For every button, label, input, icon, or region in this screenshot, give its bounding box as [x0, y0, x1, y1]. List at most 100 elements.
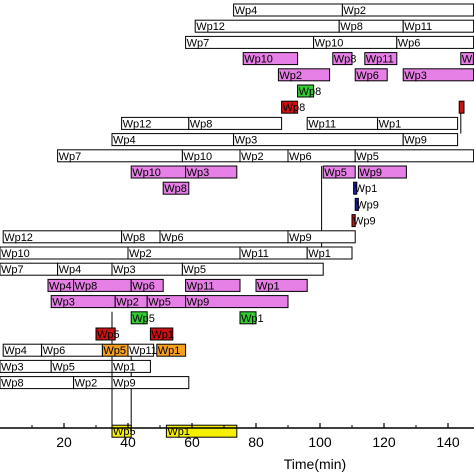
task-bar-label: Wp9: [187, 297, 210, 309]
task-bar-wp7-25: Wp7: [57, 149, 183, 163]
task-bar-rect: [458, 100, 465, 114]
task-bar-label: Wp12: [4, 232, 33, 244]
task-bar-wp3-14: Wp3: [402, 68, 474, 82]
task-bar-rect: [322, 165, 356, 179]
task-bar-wp6-52: Wp6: [130, 278, 164, 292]
task-bar-wp4-22: Wp4: [111, 133, 235, 147]
task-bar-label: Wp8: [299, 86, 322, 98]
task-bar-wp2-56: Wp2: [114, 295, 148, 309]
task-bar-wp2-27: Wp2: [239, 149, 289, 163]
task-bar-wp11-20: Wp11: [306, 116, 379, 130]
task-bar-label: Wp11: [366, 54, 394, 66]
task-bar-wp9-33: Wp9: [357, 165, 407, 179]
task-bar-label: Wp11: [241, 248, 269, 260]
task-bar-label: Wp11: [404, 21, 432, 33]
task-bar-wp11-44: Wp11: [239, 246, 308, 260]
task-bar-label: Wp1: [113, 361, 136, 373]
task-bar-label: Wp3: [404, 70, 427, 82]
task-bar-label: Wp3: [1, 361, 24, 373]
task-bar-label: Wp3: [52, 297, 75, 309]
task-bar-label: Wp5: [52, 361, 75, 373]
task-bar-wp8-19: Wp8: [188, 116, 283, 130]
task-bar-wp5-69: Wp5: [50, 359, 113, 373]
task-bar-label: Wp2: [75, 378, 98, 390]
task-bar-rect: [149, 327, 174, 341]
task-bar-wp8-9: Wp8: [332, 52, 357, 66]
task-bar-rect: [181, 262, 324, 276]
task-bar-label: Wp4: [113, 135, 136, 147]
task-bar-label: Wp4: [49, 280, 72, 292]
task-bar-label: Wp2: [241, 151, 264, 163]
task-bar-label: Wp11: [308, 118, 336, 130]
task-bar-wp8-3: Wp8: [338, 19, 404, 33]
task-bar-rect: [239, 311, 257, 325]
task-bar-wp5-65: Wp5: [101, 343, 129, 357]
task-bar-wp9-11: Wp9: [460, 52, 474, 66]
task-bar-wp9-73: Wp9: [111, 376, 190, 390]
task-bar-wp6-13: Wp6: [354, 68, 388, 82]
task-bar-label: Wp5: [103, 345, 126, 357]
task-bar-label: Wp1: [355, 183, 378, 195]
task-bar-label: Wp1: [257, 280, 280, 292]
task-bar-label: Wp8: [334, 54, 357, 66]
x-tick-label-20: 20: [56, 434, 72, 450]
task-bar-wp1-54: Wp1: [255, 278, 308, 292]
task-bar-wp10-42: Wp10: [0, 246, 129, 260]
task-bar-label: Wp2: [279, 70, 302, 82]
task-bar-label: Wp1: [241, 313, 264, 325]
task-bar-wp9-24: Wp9: [402, 133, 459, 147]
task-bar-wp12-18: Wp12: [121, 116, 190, 130]
task-bar-wp10-30: Wp10: [130, 165, 187, 179]
task-bar-rect: [287, 230, 356, 244]
task-bar-label: Wp1: [167, 426, 190, 438]
task-bar-rect: [255, 278, 308, 292]
task-bar-wp2-72: Wp2: [73, 376, 113, 390]
task-bar-wp2-12: Wp2: [277, 68, 331, 82]
task-bar-label: Wp5: [148, 297, 171, 309]
task-bar-wp6-7: Wp6: [396, 35, 474, 49]
task-bar-rect: [130, 278, 164, 292]
task-bar-label: Wp2: [116, 297, 139, 309]
task-bar-rect: [351, 214, 356, 228]
task-bar-wp4-0: Wp4: [233, 3, 343, 17]
task-bar-wp1-67: Wp1: [156, 343, 187, 357]
task-bar-label: Wp3: [113, 264, 136, 276]
x-axis-label: Time(min): [284, 456, 346, 472]
task-bar-wp12-2: Wp12: [194, 19, 340, 33]
task-bar-wp12-38: Wp12: [2, 230, 123, 244]
task-bar-wp4-50: Wp4: [47, 278, 75, 292]
task-bar-label: Wp11: [129, 345, 157, 357]
task-bar-label: Wp5: [97, 329, 120, 341]
task-bar-wp5-59: Wp5: [130, 311, 155, 325]
task-bar-label: Wp8: [190, 118, 213, 130]
task-bar-wp1-21: Wp1: [377, 116, 459, 130]
task-bar-label: Wp9: [289, 232, 312, 244]
task-bar-wp10-6: Wp10: [313, 35, 398, 49]
task-bar-label: Wp9: [113, 378, 136, 390]
task-bar-rect: [111, 359, 151, 373]
task-bar-label: Wp2: [343, 5, 366, 17]
task-bar-wp4-47: Wp4: [57, 262, 113, 276]
task-bar-rect: [354, 197, 359, 211]
task-bar-label: Wp9: [353, 216, 376, 228]
task-bar-wp11-66: Wp11: [127, 343, 157, 357]
task-bar-rect: [188, 116, 283, 130]
task-bar-rect: [277, 68, 331, 82]
task-bar-label: Wp9: [356, 199, 379, 211]
task-bar-rect: [111, 376, 190, 390]
x-tick-label-60: 60: [184, 434, 200, 450]
task-bar-wp9-41: Wp9: [287, 230, 356, 244]
task-bar-wp10-8: Wp10: [242, 52, 299, 66]
task-bar-wp9-37: Wp9: [351, 214, 376, 228]
task-bar-label: Wp3: [187, 167, 210, 179]
task-bar-wp8-51: Wp8: [73, 278, 132, 292]
task-bar-wp1-62: Wp1: [149, 327, 174, 341]
task-bar-wp7-5: Wp7: [185, 35, 315, 49]
task-bar-wp2-43: Wp2: [127, 246, 241, 260]
task-bar-wp11-4: Wp11: [402, 19, 474, 33]
task-bar-label: Wp9: [462, 54, 474, 66]
task-bars: Wp4Wp2Wp12Wp8Wp11Wp7Wp10Wp6Wp10Wp8Wp11Wp…: [0, 3, 474, 438]
task-bar-rect: [297, 84, 315, 98]
task-bar-label: Wp10: [1, 248, 30, 260]
task-bar-wp5-57: Wp5: [146, 295, 187, 309]
